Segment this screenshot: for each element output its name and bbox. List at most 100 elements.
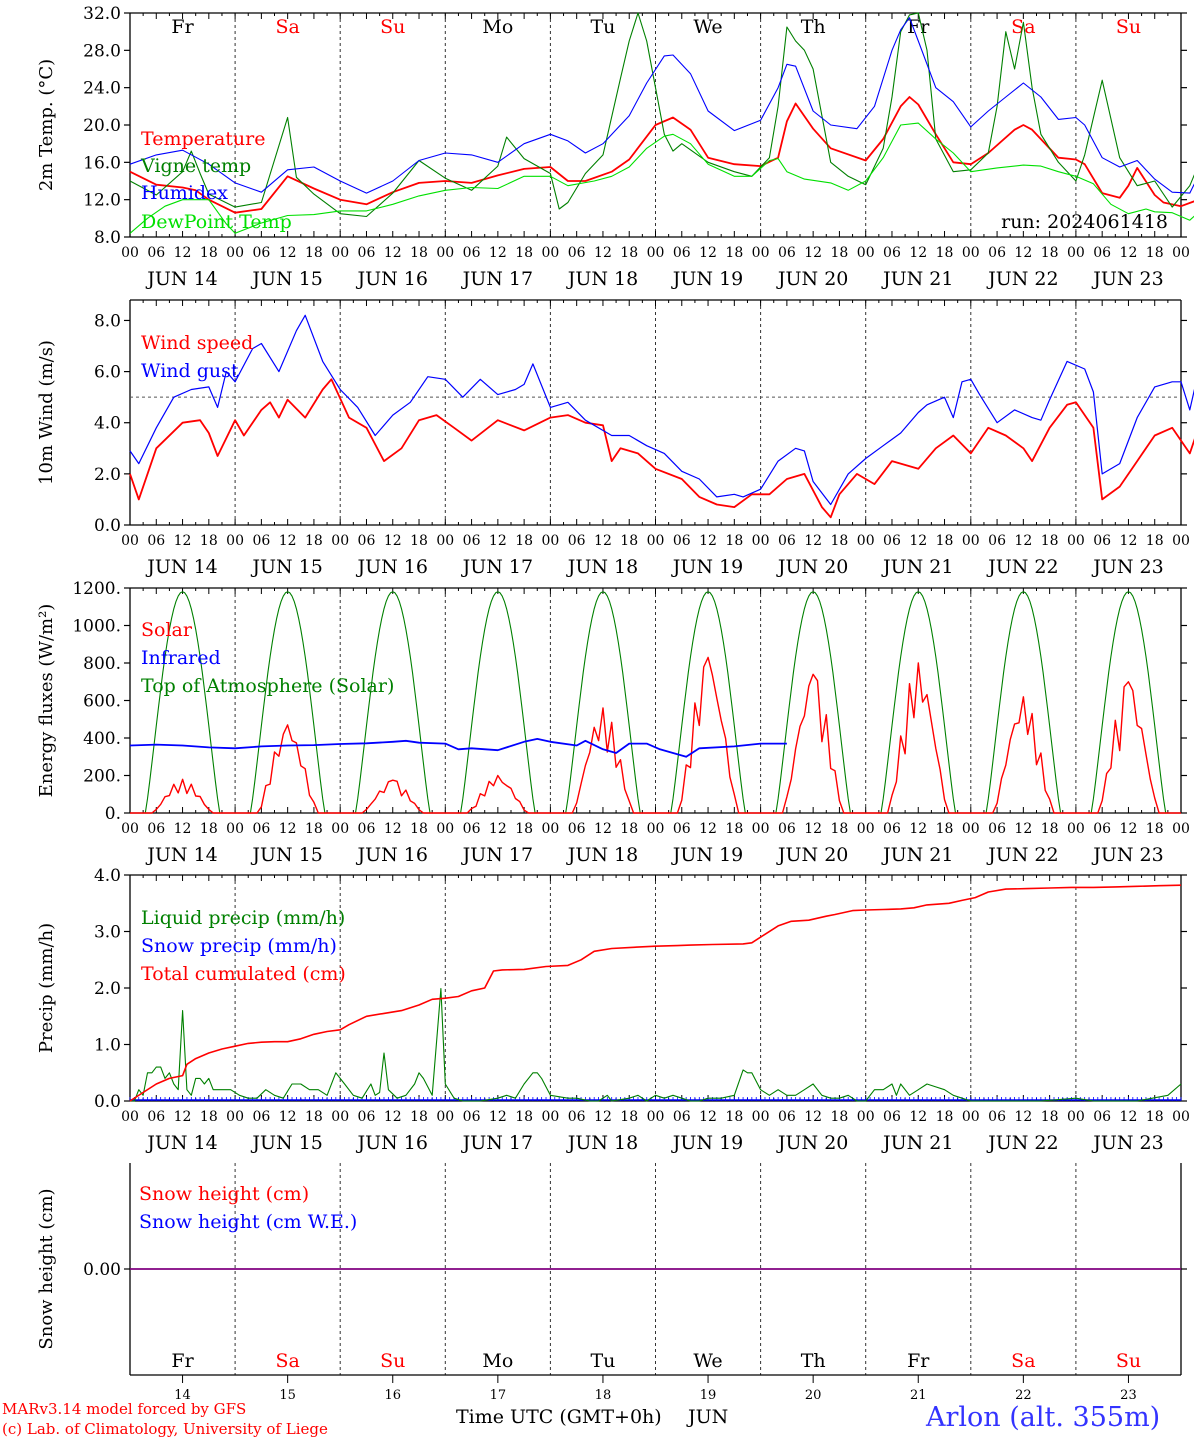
x-tick-label: 12 [699,1109,717,1125]
y-tick-label: 12.0 [83,191,121,211]
x-tick-label: 06 [358,533,376,549]
x-tick-label: 00 [647,1109,665,1125]
series-solar [445,774,551,814]
panel-2: 0.0 2.0 4.0 6.0 8.0 10m Wind (m/s) 00 06 12 18 00 0… [36,299,1194,578]
x-tick-label: 12 [909,821,927,837]
x-tick-label: 00 [1172,821,1190,837]
x-tick-label: 06 [778,533,796,549]
x-tick-label: 06 [778,245,796,261]
x-tick-label: 18 [200,821,218,837]
x-tick-label: 06 [147,245,165,261]
x-tick-label: 12 [489,1109,507,1125]
x-tick-label: 18 [620,245,638,261]
day-date-label: JUN 20 [776,1132,848,1154]
day-number-label: 21 [910,1388,927,1403]
y-tick-label: 4.0 [94,414,121,434]
day-date-label: JUN 16 [356,844,428,866]
y-tick-label: 20.0 [83,116,121,136]
x-tick-label: 06 [147,533,165,549]
series-wind-speed [129,378,1194,519]
x-tick-label: 00 [436,821,454,837]
y-tick-label: 0.0 [94,1092,121,1112]
x-tick-label: 06 [568,533,586,549]
x-tick-label: 18 [1041,821,1059,837]
x-tick-label: 18 [936,245,954,261]
x-tick-label: 12 [174,245,192,261]
x-tick-label: 06 [1093,533,1111,549]
x-tick-label: 00 [752,1109,770,1125]
day-date-label: JUN 22 [986,844,1058,866]
weekday-label: Th [801,1350,826,1372]
x-tick-label: 18 [1146,245,1164,261]
x-tick-label: 06 [147,1109,165,1125]
y-tick-label: 6.0 [94,363,121,383]
x-tick-label: 12 [1014,533,1032,549]
x-tick-label: 18 [515,1109,533,1125]
x-tick-label: 18 [936,1109,954,1125]
legend-entry: Top of Atmosphere (Solar) [141,675,394,697]
x-tick-label: 12 [174,1109,192,1125]
day-date-label: JUN 18 [566,268,638,290]
x-tick-label: 18 [410,245,428,261]
x-tick-label: 18 [1146,821,1164,837]
y-tick-label: 2.0 [94,465,121,485]
y-axis-title: Precip (mm/h) [36,923,57,1053]
weekday-label: Th [801,16,826,38]
x-tick-label: 12 [1014,245,1032,261]
x-tick-label: 12 [804,821,822,837]
x-tick-label: 00 [1172,1109,1190,1125]
x-tick-label: 18 [620,821,638,837]
x-tick-label: 12 [1120,533,1138,549]
x-tick-label: 06 [673,821,691,837]
weekday-label: Fr [171,1350,194,1372]
day-date-label: JUN 15 [250,556,322,578]
y-axis-title: Snow height (cm) [36,1188,57,1349]
panel-3: 0. 200. 400. 600. 800. 1000. 1200. Energy fluxe… [36,579,1190,866]
x-tick-label: 06 [358,1109,376,1125]
day-date-label: JUN 23 [1091,556,1163,578]
y-tick-label: 0.0 [94,516,121,536]
x-tick-label: 18 [936,821,954,837]
y-tick-label: 200. [83,767,121,787]
day-date-label: JUN 23 [1091,1132,1163,1154]
x-tick-label: 00 [857,245,875,261]
x-tick-label: 18 [831,821,849,837]
series-solar [235,724,341,814]
x-tick-label: 12 [489,821,507,837]
x-tick-label: 18 [305,245,323,261]
x-tick-label: 18 [725,1109,743,1125]
weekday-label: Sa [1011,1350,1035,1372]
x-tick-label: 18 [200,533,218,549]
series-solar [1075,681,1181,814]
x-tick-label: 00 [1067,245,1085,261]
day-date-label: JUN 16 [356,1132,428,1154]
day-date-label: JUN 21 [881,844,953,866]
y-tick-label: 3.0 [94,923,121,943]
x-tick-label: 00 [226,1109,244,1125]
x-tick-label: 06 [778,1109,796,1125]
x-tick-label: 06 [988,821,1006,837]
x-tick-label: 00 [436,245,454,261]
day-date-label: JUN 15 [250,1132,322,1154]
day-date-label: JUN 18 [566,556,638,578]
x-tick-label: 12 [279,821,297,837]
weekday-label: Tu [590,1350,615,1372]
x-tick-label: 06 [252,1109,270,1125]
x-tick-label: 00 [1172,533,1190,549]
x-tick-label: 12 [1120,821,1138,837]
x-tick-label: 18 [620,533,638,549]
x-tick-label: 06 [358,245,376,261]
weekday-label: Su [1116,16,1141,38]
x-tick-label: 12 [1014,1109,1032,1125]
x-tick-label: 00 [436,1109,454,1125]
weekday-label: Mo [482,16,513,38]
day-number-label: 18 [595,1388,612,1403]
y-tick-label: 8.0 [94,311,121,331]
weekday-label: Fr [907,16,930,38]
x-tick-label: 12 [804,1109,822,1125]
day-date-label: JUN 18 [566,844,638,866]
x-tick-label: 00 [331,821,349,837]
day-date-label: JUN 23 [1091,844,1163,866]
day-date-label: JUN 19 [671,268,743,290]
